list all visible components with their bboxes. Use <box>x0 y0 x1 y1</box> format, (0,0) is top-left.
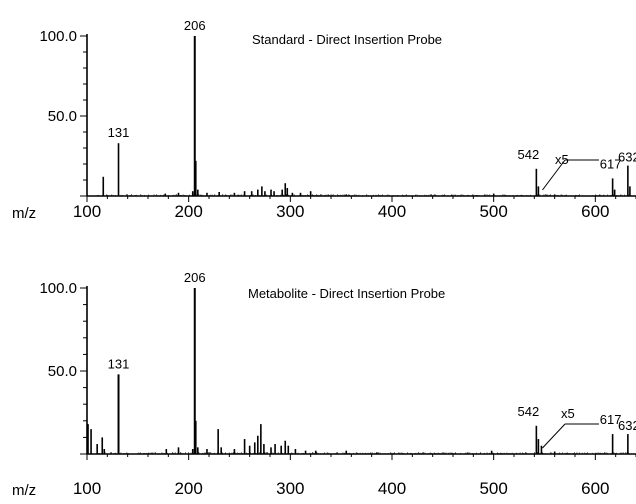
x-tick-label: 200 <box>174 202 202 221</box>
x-tick-label: 200 <box>174 479 202 498</box>
peak-label: 632 <box>618 418 636 433</box>
inset-leader-line <box>542 159 566 191</box>
y-tick-label: 100.0 <box>39 28 77 45</box>
x-tick-label: 500 <box>479 202 507 221</box>
x-tick-label: 300 <box>276 202 304 221</box>
peak-label: 542 <box>518 404 540 419</box>
peak-label: 617 <box>600 412 622 427</box>
y-tick-label: 50.0 <box>48 108 77 125</box>
spectrum-panel-2: 100.0 50.0 100 200 300 400 500 600 m/z Metabolite… <box>12 270 636 499</box>
x-tick-label: 300 <box>276 479 304 498</box>
peak-label: 617 <box>600 156 622 171</box>
x-tick-label: 100 <box>73 479 101 498</box>
peak-label: 632 <box>618 150 636 165</box>
y-tick-label: 100.0 <box>39 280 77 297</box>
spectrum-panel-1: 100.0 50.0 100 200 300 400 500 600 m/z Standard -… <box>12 18 636 222</box>
inset-leader-line <box>542 423 566 449</box>
peak-label: 131 <box>108 125 130 140</box>
x-tick-label: 400 <box>378 202 406 221</box>
chart-title: Standard - Direct Insertion Probe <box>252 32 442 47</box>
x-axis-label: m/z <box>12 482 36 499</box>
x-axis-label: m/z <box>12 205 36 222</box>
chart-title: Metabolite - Direct Insertion Probe <box>248 286 445 301</box>
peak-label: 206 <box>184 270 206 285</box>
y-tick-label: 50.0 <box>48 363 77 380</box>
peak-label: 542 <box>518 147 540 162</box>
peak-label: 206 <box>184 18 206 33</box>
x-tick-label: 500 <box>479 479 507 498</box>
magnification-label: x5 <box>555 152 569 167</box>
magnification-label: x5 <box>561 406 575 421</box>
x-tick-label: 400 <box>378 479 406 498</box>
x-tick-label: 600 <box>581 479 609 498</box>
x-tick-label: 600 <box>581 202 609 221</box>
x-tick-label: 100 <box>73 202 101 221</box>
peak-label: 131 <box>108 356 130 371</box>
